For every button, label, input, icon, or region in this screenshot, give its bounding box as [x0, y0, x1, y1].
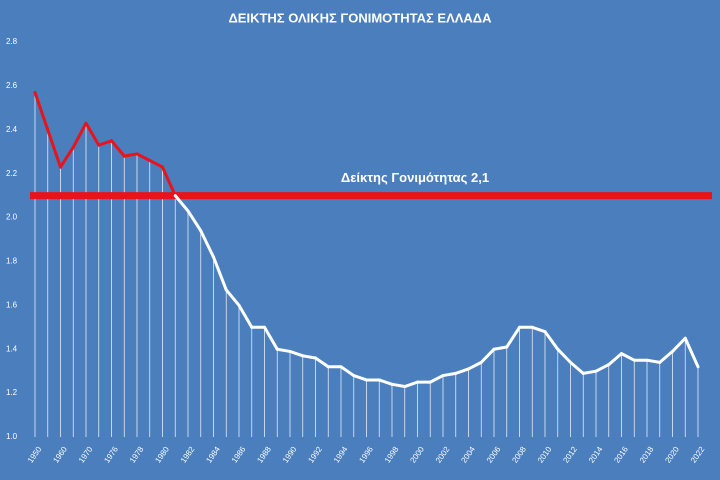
x-tick-label: 1992 — [306, 444, 324, 464]
line-segment — [607, 352, 623, 367]
line-segment — [671, 336, 687, 353]
line-segment — [403, 380, 419, 389]
x-tick-label: 1996 — [357, 444, 375, 464]
x-tick-label: 1950 — [26, 444, 44, 464]
line-segment — [390, 382, 407, 389]
line-segment — [377, 378, 394, 386]
line-segment — [97, 139, 113, 147]
line-segment — [428, 374, 445, 384]
x-tick-label: 1976 — [102, 444, 120, 464]
x-tick-label: 1998 — [383, 444, 401, 464]
line-segment — [263, 325, 279, 351]
line-segment — [173, 194, 190, 213]
x-tick-label: 1982 — [179, 444, 197, 464]
line-segment — [441, 371, 458, 378]
line-segment — [237, 303, 254, 329]
line-segment — [33, 90, 50, 132]
x-tick-label: 2000 — [408, 444, 426, 464]
line-segment — [620, 352, 636, 362]
line-segment — [492, 345, 509, 351]
x-tick-label: 2010 — [536, 444, 554, 464]
y-tick-label: 2.2 — [6, 169, 18, 178]
line-segment — [59, 145, 75, 169]
y-tick-label: 1.8 — [6, 257, 18, 266]
x-tick-label: 1994 — [332, 444, 350, 464]
y-tick-label: 1.0 — [6, 432, 18, 441]
line-segment — [224, 288, 241, 307]
line-segment — [122, 152, 139, 158]
line-segment — [683, 336, 700, 369]
line-segment — [84, 121, 101, 147]
line-segment — [148, 159, 164, 169]
reference-label: Δείκτης Γονιμότητας 2,1 — [341, 170, 489, 185]
x-tick-label: 2016 — [612, 444, 630, 464]
line-segment — [479, 347, 496, 364]
line-segment — [569, 360, 585, 375]
y-tick-label: 2.8 — [6, 37, 18, 46]
line-segment — [288, 349, 305, 358]
x-tick-label: 2022 — [689, 444, 707, 464]
y-tick-label: 2.6 — [6, 81, 18, 90]
x-tick-label: 2004 — [459, 444, 477, 464]
x-tick-label: 2002 — [434, 444, 452, 464]
y-tick-label: 1.2 — [6, 388, 18, 397]
line-segment — [46, 128, 62, 169]
x-tick-label: 2006 — [485, 444, 503, 464]
line-segment — [581, 369, 598, 375]
line-segment — [530, 325, 547, 334]
x-tick-label: 1988 — [255, 444, 273, 464]
line-segment — [199, 229, 215, 259]
line-segment — [658, 349, 674, 364]
x-tick-label: 1984 — [204, 444, 222, 464]
y-tick-label: 1.4 — [6, 344, 18, 353]
x-tick-label: 2012 — [561, 444, 579, 464]
line-segment — [352, 374, 368, 382]
y-tick-label: 2.4 — [6, 125, 18, 134]
x-tick-label: 1980 — [153, 444, 171, 464]
y-tick-label: 2.0 — [6, 213, 18, 222]
x-tick-label: 2020 — [663, 444, 681, 464]
line-segment — [645, 358, 662, 364]
line-segment — [212, 255, 228, 292]
line-segment — [135, 152, 152, 162]
x-tick-label: 2014 — [587, 444, 605, 464]
line-segment — [186, 209, 203, 233]
x-tick-label: 1990 — [281, 444, 299, 464]
x-tick-label: 2018 — [638, 444, 656, 464]
line-segment — [339, 365, 356, 378]
line-segment — [505, 325, 521, 349]
line-segment — [314, 356, 330, 369]
x-tick-label: 2008 — [510, 444, 528, 464]
line-segment — [543, 330, 560, 351]
x-tick-label: 1960 — [51, 444, 69, 464]
line-segment — [110, 139, 126, 158]
line-segment — [301, 354, 317, 360]
line-segment — [556, 347, 572, 364]
chart-title: ΔΕΙΚΤΗΣ ΟΛΙΚΗΣ ΓΟΝΙΜΟΤΗΤΑΣ ΕΛΛΑΔΑ — [228, 10, 492, 25]
y-tick-label: 1.6 — [6, 300, 18, 309]
line-segment — [454, 367, 470, 375]
x-tick-label: 1970 — [77, 444, 95, 464]
line-segment — [161, 165, 177, 198]
line-segment — [275, 347, 292, 353]
line-segment — [594, 363, 611, 373]
line-segment — [467, 360, 483, 371]
line-segment — [71, 121, 88, 149]
x-tick-label: 1978 — [128, 444, 146, 464]
x-tick-label: 1986 — [230, 444, 248, 464]
